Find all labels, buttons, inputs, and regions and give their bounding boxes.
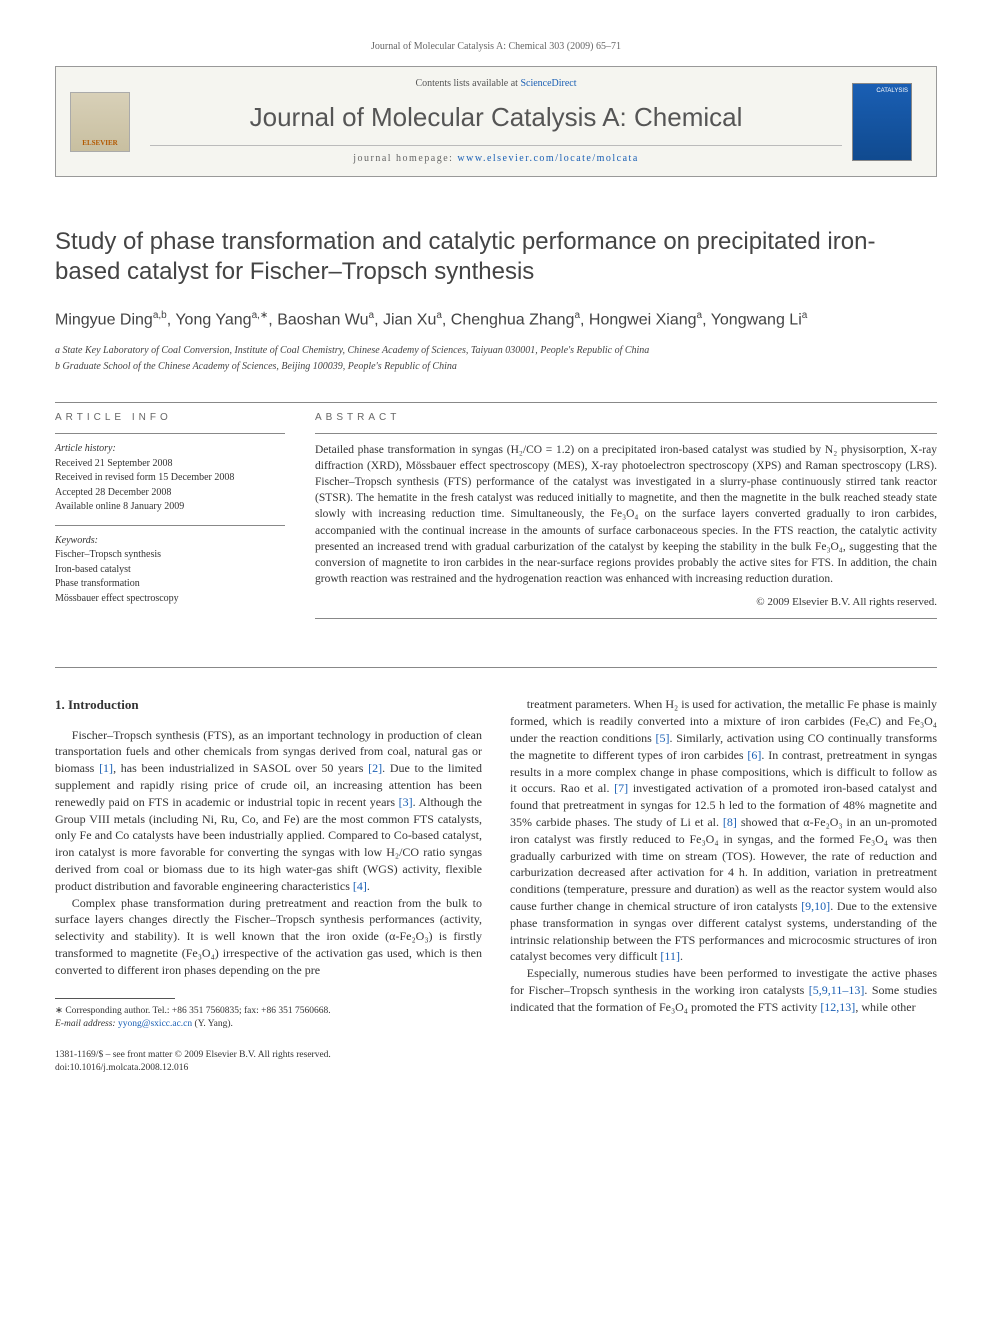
history-revised: Received in revised form 15 December 200… [55, 471, 285, 486]
section-1-head: 1. Introduction [55, 696, 482, 714]
history-received: Received 21 September 2008 [55, 457, 285, 472]
footer-issn-line: 1381-1169/$ – see front matter © 2009 El… [55, 1049, 937, 1062]
divider [55, 667, 937, 668]
footer-doi-line: doi:10.1016/j.molcata.2008.12.016 [55, 1062, 937, 1075]
author-list: Mingyue Dinga,b, Yong Yanga,∗, Baoshan W… [55, 309, 937, 332]
corr-email-link[interactable]: yyong@sxicc.ac.cn [118, 1019, 192, 1029]
sciencedirect-link[interactable]: ScienceDirect [520, 78, 576, 89]
keywords-label: Keywords: [55, 534, 285, 549]
article-title: Study of phase transformation and cataly… [55, 227, 937, 287]
banner-center: Contents lists available at ScienceDirec… [150, 77, 842, 166]
corr-author-line: ∗ Corresponding author. Tel.: +86 351 75… [55, 1005, 482, 1018]
keyword-3: Phase transformation [55, 577, 285, 592]
body-p1: Fischer–Tropsch synthesis (FTS), as an i… [55, 727, 482, 895]
body-p4: Especially, numerous studies have been p… [510, 965, 937, 1015]
abstract-column: ABSTRACT Detailed phase transformation i… [315, 411, 937, 627]
running-head: Journal of Molecular Catalysis A: Chemic… [55, 40, 937, 54]
journal-cover-icon: CATALYSIS [852, 83, 912, 161]
divider [55, 525, 285, 526]
elsevier-logo-icon: ELSEVIER [70, 92, 130, 152]
journal-homepage-line: journal homepage: www.elsevier.com/locat… [150, 145, 842, 166]
abstract-text: Detailed phase transformation in syngas … [315, 442, 937, 587]
journal-banner: ELSEVIER Contents lists available at Sci… [55, 66, 937, 177]
history-online: Available online 8 January 2009 [55, 500, 285, 515]
info-abstract-grid: ARTICLE INFO Article history: Received 2… [55, 411, 937, 627]
history-accepted: Accepted 28 December 2008 [55, 486, 285, 501]
contents-available-line: Contents lists available at ScienceDirec… [150, 77, 842, 91]
article-info-block: Article history: Received 21 September 2… [55, 442, 285, 606]
homepage-prefix: journal homepage: [353, 153, 457, 164]
divider [55, 433, 285, 434]
abstract-copyright: © 2009 Elsevier B.V. All rights reserved… [315, 595, 937, 610]
keyword-1: Fischer–Tropsch synthesis [55, 548, 285, 563]
keyword-4: Mössbauer effect spectroscopy [55, 592, 285, 607]
journal-title: Journal of Molecular Catalysis A: Chemic… [150, 99, 842, 135]
email-who: (Y. Yang). [195, 1019, 233, 1029]
divider [55, 402, 937, 403]
email-line: E-mail address: yyong@sxicc.ac.cn (Y. Ya… [55, 1018, 482, 1031]
history-label: Article history: [55, 442, 285, 457]
abstract-head: ABSTRACT [315, 411, 937, 425]
body-p2: Complex phase transformation during pret… [55, 895, 482, 979]
contents-prefix: Contents lists available at [415, 78, 520, 89]
article-info-column: ARTICLE INFO Article history: Received 2… [55, 411, 285, 627]
body-columns: 1. Introduction Fischer–Tropsch synthesi… [55, 696, 937, 1031]
journal-homepage-link[interactable]: www.elsevier.com/locate/molcata [457, 153, 638, 164]
email-label: E-mail address: [55, 1019, 116, 1029]
affiliations: a State Key Laboratory of Coal Conversio… [55, 344, 937, 374]
affiliation-a: a State Key Laboratory of Coal Conversio… [55, 344, 937, 358]
divider [315, 433, 937, 434]
body-p3: treatment parameters. When H₂ is used fo… [510, 696, 937, 965]
corresponding-footnote: ∗ Corresponding author. Tel.: +86 351 75… [55, 1005, 482, 1031]
page-footer: 1381-1169/$ – see front matter © 2009 El… [55, 1049, 937, 1075]
affiliation-b: b Graduate School of the Chinese Academy… [55, 360, 937, 374]
divider [315, 618, 937, 619]
keyword-2: Iron-based catalyst [55, 563, 285, 578]
footnote-rule [55, 998, 175, 999]
article-info-head: ARTICLE INFO [55, 411, 285, 425]
